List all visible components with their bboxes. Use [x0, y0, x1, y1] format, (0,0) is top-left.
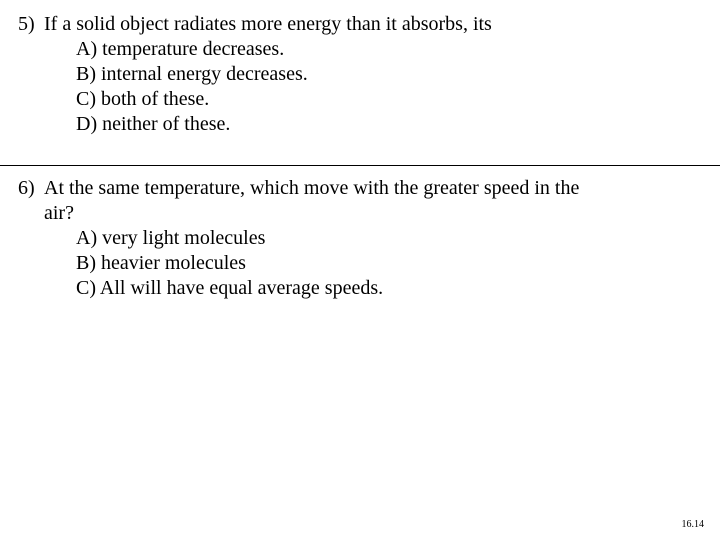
question-5-choice-a: A) temperature decreases.: [44, 37, 702, 62]
divider: [0, 165, 720, 166]
question-6-number: 6): [18, 176, 44, 201]
question-5-stem: If a solid object radiates more energy t…: [44, 12, 702, 37]
question-6: 6) At the same temperature, which move w…: [18, 176, 702, 301]
question-5-choice-d: D) neither of these.: [44, 112, 702, 137]
question-5: 5) If a solid object radiates more energ…: [18, 12, 702, 137]
page-footer: 16.14: [682, 519, 705, 530]
question-6-choice-a: A) very light molecules: [44, 226, 702, 251]
question-6-stem-line2: air?: [44, 201, 702, 226]
question-5-choice-b: B) internal energy decreases.: [44, 62, 702, 87]
question-5-choice-c: C) both of these.: [44, 87, 702, 112]
question-6-body: At the same temperature, which move with…: [44, 176, 702, 301]
question-6-row: 6) At the same temperature, which move w…: [18, 176, 702, 301]
question-5-number: 5): [18, 12, 44, 37]
question-5-body: If a solid object radiates more energy t…: [44, 12, 702, 137]
question-6-choice-b: B) heavier molecules: [44, 251, 702, 276]
question-5-row: 5) If a solid object radiates more energ…: [18, 12, 702, 137]
question-6-choice-c: C) All will have equal average speeds.: [44, 276, 702, 301]
question-6-stem-line1: At the same temperature, which move with…: [44, 176, 702, 201]
